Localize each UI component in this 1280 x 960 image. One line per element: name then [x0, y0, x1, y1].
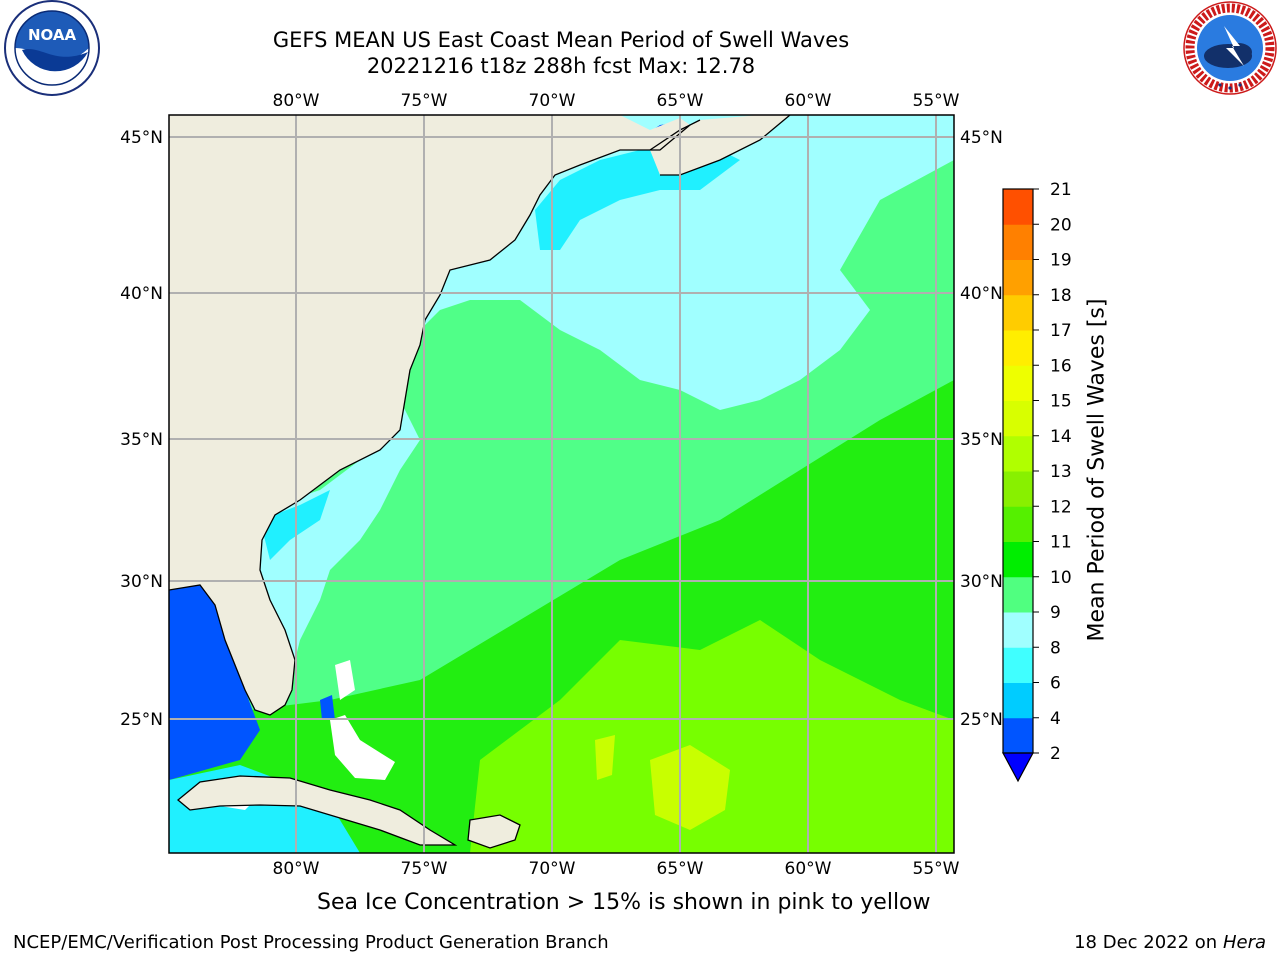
colorbar-segment [1003, 435, 1033, 472]
colorbar-segment [1003, 471, 1033, 507]
colorbar-segment [1003, 330, 1033, 366]
footer-date-text: 18 Dec 2022 on [1074, 932, 1218, 953]
lon-label-bottom: 60°W [785, 859, 832, 879]
lat-label-right: 25°N [960, 710, 1003, 730]
longitude-labels-bottom: 80°W 75°W 70°W 65°W 60°W 55°W [273, 859, 960, 879]
us-landmass [169, 115, 690, 715]
lon-label-bottom: 65°W [657, 859, 704, 879]
colorbar-segment [1003, 224, 1033, 260]
colorbar-label: Mean Period of Swell Waves [s] [1084, 298, 1110, 642]
graticule [169, 115, 954, 853]
cuba-coastline [176, 775, 458, 846]
colorbar-segment [1003, 294, 1033, 331]
hispaniola-coastline [467, 814, 521, 849]
colorbar-tick-label: 16 [1050, 356, 1072, 376]
field-6-8s [260, 140, 740, 560]
map-frame [168, 114, 955, 854]
colorbar: 2 4 6 8 9 10 11 12 13 14 15 16 17 18 19 20 21 [1001, 180, 1072, 783]
hispaniola-landmass [468, 815, 520, 848]
noaa-logo-icon: NOAA [4, 0, 100, 96]
colorbar-segment [1003, 576, 1033, 613]
lat-label-left: 40°N [120, 284, 163, 304]
colorbar-tick-label: 12 [1050, 497, 1072, 517]
lon-label-top: 60°W [785, 91, 832, 111]
lon-label-bottom: 55°W [913, 859, 960, 879]
colorbar-tick-label: 13 [1050, 462, 1072, 482]
colorbar-segment [1003, 365, 1033, 401]
lat-label-right: 30°N [960, 572, 1003, 592]
lon-label-bottom: 75°W [401, 859, 448, 879]
colorbar-segment [1003, 400, 1033, 437]
colorbar-segment [1003, 506, 1033, 542]
map-field [169, 115, 954, 853]
lon-label-top: 65°W [657, 91, 704, 111]
lat-label-left: 35°N [120, 430, 163, 450]
colorbar-segment [1003, 259, 1033, 296]
colorbar-tick-label: 9 [1050, 603, 1061, 623]
us-coastline [169, 124, 691, 716]
field-8-9s-coastal [260, 400, 420, 700]
colorbar-segment [1003, 717, 1033, 754]
lat-label-right: 40°N [960, 284, 1003, 304]
colorbar-tick-label: 2 [1050, 744, 1061, 764]
colorbar-segment [1003, 612, 1033, 648]
colorbar-tick-label: 10 [1050, 568, 1072, 588]
latitude-labels-left: 45°N 40°N 35°N 30°N 25°N [120, 128, 163, 730]
colorbar-tick-label: 11 [1050, 533, 1072, 553]
nws-logo-icon [1183, 1, 1277, 95]
colorbar-tick-label: 8 [1050, 638, 1061, 658]
colorbar-tick-label: 19 [1050, 251, 1072, 271]
colorbar-segment [1003, 541, 1033, 578]
colorbar-segment [1003, 682, 1033, 719]
field-2-4s-gulf [169, 585, 260, 780]
colorbar-tick-label: 21 [1050, 180, 1072, 200]
lon-label-top: 75°W [401, 91, 448, 111]
field-12-13s [595, 735, 730, 830]
footer-host: Hera [1222, 932, 1266, 953]
lon-label-top: 55°W [913, 91, 960, 111]
colorbar-tick-label: 6 [1050, 674, 1061, 694]
latitude-labels-right: 45°N 40°N 35°N 30°N 25°N [960, 128, 1003, 730]
lat-label-left: 25°N [120, 710, 163, 730]
colorbar-segment [1003, 647, 1033, 683]
colorbar-tick-label: 15 [1050, 392, 1072, 412]
sea-ice-note: Sea Ice Concentration > 15% is shown in … [317, 890, 931, 915]
footer-date: 18 Dec 2022 on Hera [1074, 932, 1266, 953]
lon-label-bottom: 70°W [529, 859, 576, 879]
colorbar-tick-label: 4 [1050, 709, 1061, 729]
colorbar-tick-label: 20 [1050, 215, 1072, 235]
lon-label-top: 70°W [529, 91, 576, 111]
field-11-12s [470, 620, 954, 853]
lon-label-top: 80°W [273, 91, 320, 111]
lat-label-left: 30°N [120, 572, 163, 592]
lon-label-bottom: 80°W [273, 859, 320, 879]
colorbar-segment [1003, 189, 1033, 225]
lat-label-right: 35°N [960, 430, 1003, 450]
colorbar-tick-label: 14 [1050, 427, 1072, 447]
colorbar-tick-label: 17 [1050, 321, 1072, 341]
lat-label-left: 45°N [120, 128, 163, 148]
colorbar-tick-label: 18 [1050, 286, 1072, 306]
forecast-subtitle: 20221216 t18z 288h fcst Max: 12.78 [366, 54, 756, 78]
svg-text:NOAA: NOAA [28, 26, 77, 44]
longitude-labels-top: 80°W 75°W 70°W 65°W 60°W 55°W [273, 91, 960, 111]
lat-label-right: 45°N [960, 128, 1003, 148]
footer-credit: NCEP/EMC/Verification Post Processing Pr… [13, 932, 609, 953]
map-title: GEFS MEAN US East Coast Mean Period of S… [272, 28, 850, 52]
colorbar-extend-arrow [1001, 752, 1035, 783]
